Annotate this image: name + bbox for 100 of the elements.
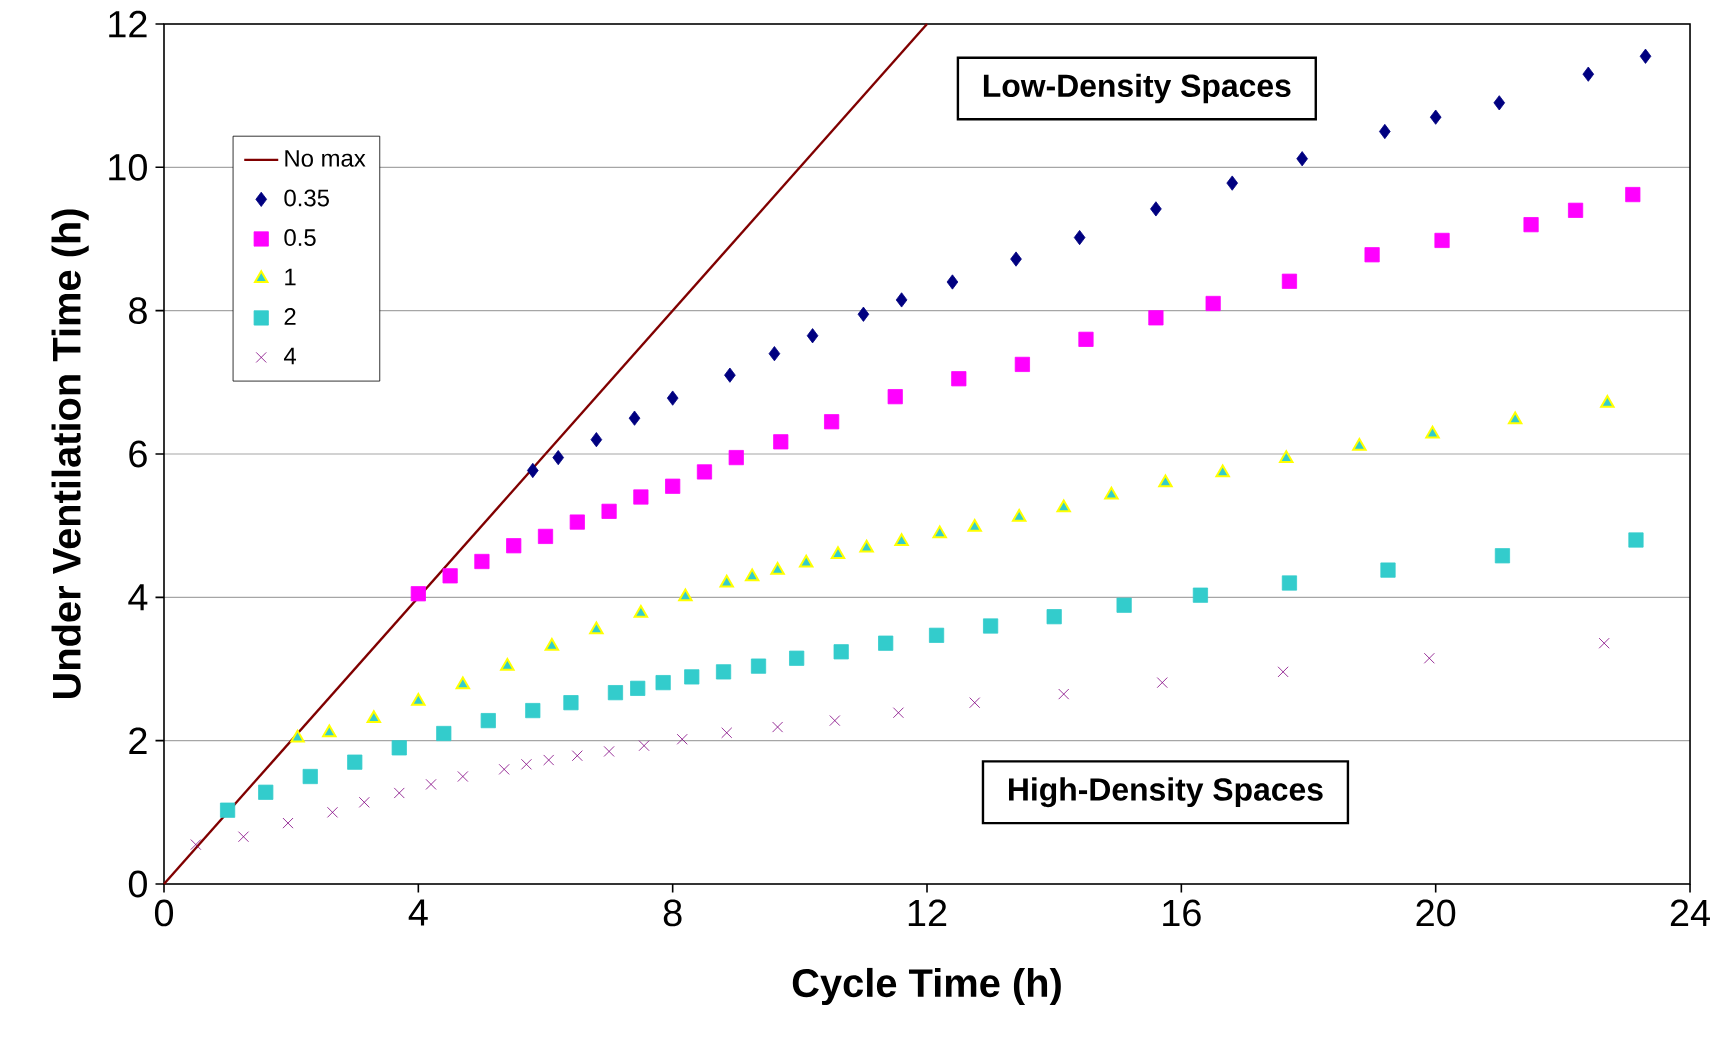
point xyxy=(525,702,541,719)
point xyxy=(1598,637,1610,649)
point xyxy=(1296,151,1308,167)
point xyxy=(527,462,539,479)
point xyxy=(1148,310,1164,326)
point xyxy=(366,710,382,724)
point xyxy=(1639,48,1652,64)
y-tick-label: 12 xyxy=(109,10,147,38)
point xyxy=(282,817,294,829)
point xyxy=(258,784,274,800)
point xyxy=(1380,562,1396,578)
legend-label: 4 xyxy=(283,347,297,365)
point xyxy=(1215,464,1230,478)
point xyxy=(1429,109,1442,125)
point xyxy=(1434,232,1450,248)
point xyxy=(696,464,713,480)
point xyxy=(1056,499,1071,513)
legend-label: 1 xyxy=(285,268,296,286)
point xyxy=(859,539,874,553)
point xyxy=(969,697,981,709)
point xyxy=(932,525,947,539)
point xyxy=(1423,652,1435,664)
point xyxy=(887,389,903,405)
point xyxy=(638,740,650,752)
point xyxy=(946,274,959,290)
y-tick-label: 0 xyxy=(128,870,147,898)
point xyxy=(666,390,679,406)
point xyxy=(1116,597,1132,613)
point xyxy=(1600,394,1615,408)
point xyxy=(358,796,370,808)
point xyxy=(391,740,407,756)
point xyxy=(589,621,604,635)
point xyxy=(724,367,736,383)
point xyxy=(655,675,671,691)
point xyxy=(768,346,781,362)
point xyxy=(563,695,579,711)
point xyxy=(1104,486,1119,500)
point xyxy=(633,604,649,618)
point xyxy=(1205,295,1221,312)
point xyxy=(1582,66,1595,82)
point xyxy=(721,727,733,739)
point xyxy=(498,763,510,775)
legend-label: 0.5 xyxy=(284,229,316,247)
point xyxy=(1073,229,1086,246)
point xyxy=(1523,217,1539,233)
point xyxy=(474,553,490,570)
legend-label: 0.35 xyxy=(284,189,329,207)
point xyxy=(928,627,945,643)
annotation: Low-Density Spaces xyxy=(983,73,1291,104)
point xyxy=(411,693,426,706)
y-axis-title: Under Ventilation Time (h) xyxy=(51,209,89,699)
point xyxy=(1625,186,1641,203)
y-tick-label: 4 xyxy=(128,584,148,611)
point xyxy=(1494,548,1511,564)
point xyxy=(238,831,249,843)
point xyxy=(455,676,471,690)
point xyxy=(603,745,615,757)
point xyxy=(951,371,967,387)
point xyxy=(633,489,649,505)
y-tick-label: 6 xyxy=(129,440,147,468)
legend-label: 2 xyxy=(284,308,296,325)
point xyxy=(676,733,688,745)
point xyxy=(552,450,564,466)
point xyxy=(789,650,805,666)
point xyxy=(1078,331,1094,347)
point xyxy=(1156,677,1168,689)
point xyxy=(824,414,840,430)
point xyxy=(590,432,603,448)
point xyxy=(290,729,305,743)
point xyxy=(569,514,585,530)
point xyxy=(436,725,452,742)
point xyxy=(1014,356,1030,372)
y-tick-label: 2 xyxy=(129,727,147,754)
point xyxy=(1192,587,1208,603)
point xyxy=(1568,202,1584,218)
point xyxy=(1281,273,1298,289)
point xyxy=(1150,201,1162,217)
x-tick-label: 0 xyxy=(154,899,174,927)
point xyxy=(878,635,894,651)
point xyxy=(1281,575,1298,591)
point xyxy=(895,292,908,308)
point xyxy=(829,715,841,727)
y-tick-label: 8 xyxy=(129,297,147,325)
y-tick-label: 10 xyxy=(109,153,147,181)
point xyxy=(967,518,982,532)
point xyxy=(1493,95,1506,111)
point xyxy=(1425,425,1440,439)
point xyxy=(302,768,318,785)
point xyxy=(715,664,732,680)
point xyxy=(728,450,744,466)
annotation: High-Density Spaces xyxy=(1009,777,1323,808)
point xyxy=(665,478,681,494)
point xyxy=(892,707,904,719)
point xyxy=(1226,175,1238,191)
point xyxy=(983,618,999,634)
point xyxy=(684,669,700,685)
point xyxy=(806,328,819,344)
point xyxy=(506,538,522,554)
point xyxy=(894,533,909,547)
point xyxy=(798,554,814,568)
